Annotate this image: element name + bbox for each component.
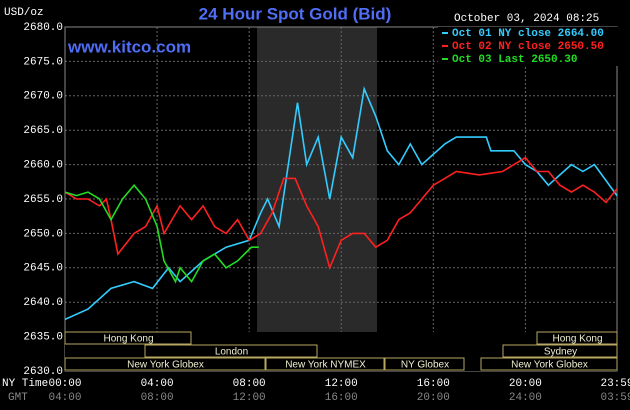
x2-tick-label: 12:00 [233,392,266,404]
x-tick-label: 20:00 [509,378,542,390]
x-tick-label: 12:00 [325,378,358,390]
session-box [64,357,266,371]
chart-title: 24 Hour Spot Gold (Bid) [199,4,392,23]
y-tick-label: 2660.0 [23,160,63,172]
session-box [384,357,465,371]
session-box [265,357,385,371]
legend-bg [438,27,618,40]
x2-tick-label: 16:00 [325,392,358,404]
series-line [64,86,618,321]
x-tick-label: 16:00 [417,378,450,390]
y-tick-label: 2675.0 [23,56,63,68]
session-label: New York Globex [511,360,588,371]
series-line [64,156,618,271]
session-box [502,344,618,358]
session-box [144,344,318,358]
x2-tick-label: 24:00 [509,392,542,404]
x-axis-label: NY Time [2,378,48,390]
x-tick-label: 00:00 [48,378,81,390]
legend-bg [438,40,618,53]
session-box [64,331,192,345]
y-tick-label: 2645.0 [23,263,63,275]
y-tick-label: 2665.0 [23,125,63,137]
series-line [64,183,259,284]
session-label: Sydney [544,347,577,358]
y-tick-label: 2670.0 [23,91,63,103]
watermark: www.kitco.com [67,37,191,56]
x2-tick-label: 08:00 [141,392,174,404]
x2-tick-label: 20:00 [417,392,450,404]
x-tick-label: 08:00 [233,378,266,390]
y-tick-label: 2650.0 [23,228,63,240]
legend-label: Oct 02 NY close 2650.50 [452,41,604,53]
legend-bg [438,53,618,66]
session-label: Hong Kong [103,334,153,345]
x2-axis-label: GMT [8,392,28,404]
y-tick-label: 2655.0 [23,194,63,206]
session-box [480,357,618,371]
session-label: NY Globex [401,360,449,371]
x2-tick-label: 04:00 [48,392,81,404]
legend-label: Oct 01 NY close 2664.00 [452,28,604,40]
timestamp: October 03, 2024 08:25 [454,13,599,25]
session-label: Hong Kong [552,334,602,345]
session-label: New York Globex [127,360,204,371]
x2-tick-label: 03:59 [600,392,630,404]
session-label: New York NYMEX [285,360,366,371]
unit-label: USD/oz [4,7,44,19]
y-tick-label: 2630.0 [23,366,63,378]
y-tick-label: 2680.0 [23,22,63,34]
y-tick-label: 2635.0 [23,332,63,344]
x-tick-label: 04:00 [141,378,174,390]
session-box [536,331,618,345]
y-tick-label: 2640.0 [23,297,63,309]
legend-label: Oct 03 Last 2650.30 [452,54,577,66]
x-tick-label: 23:59 [600,378,630,390]
session-label: London [215,347,248,358]
